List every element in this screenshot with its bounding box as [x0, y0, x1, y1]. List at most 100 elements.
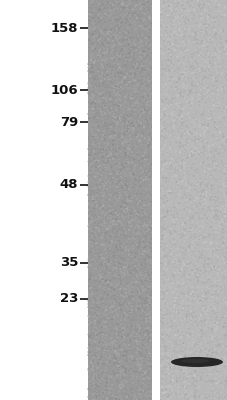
Point	[214, 6, 217, 13]
Point	[167, 12, 171, 18]
Point	[136, 75, 139, 82]
Point	[180, 124, 183, 130]
Point	[180, 336, 184, 342]
Point	[183, 128, 186, 134]
Point	[147, 231, 150, 238]
Point	[188, 197, 191, 203]
Point	[109, 294, 112, 301]
Point	[136, 158, 140, 164]
Point	[191, 114, 195, 120]
Point	[129, 360, 133, 366]
Point	[135, 61, 138, 67]
Point	[111, 368, 114, 374]
Point	[129, 102, 133, 108]
Point	[86, 337, 90, 344]
Point	[140, 387, 143, 394]
Point	[184, 311, 187, 318]
Point	[123, 253, 127, 260]
Point	[198, 390, 202, 396]
Point	[121, 238, 124, 244]
Point	[161, 305, 165, 312]
Point	[89, 69, 92, 76]
Point	[139, 15, 142, 22]
Point	[148, 110, 151, 116]
Point	[174, 211, 178, 218]
Point	[197, 133, 200, 140]
Point	[143, 106, 146, 112]
Point	[171, 238, 175, 245]
Point	[87, 174, 90, 181]
Point	[147, 258, 151, 265]
Point	[205, 255, 209, 262]
Point	[87, 130, 90, 136]
Point	[136, 118, 140, 124]
Point	[91, 138, 95, 145]
Point	[124, 274, 128, 281]
Point	[126, 97, 129, 104]
Point	[162, 158, 166, 164]
Point	[101, 368, 104, 374]
Point	[117, 254, 121, 261]
Point	[186, 56, 189, 63]
Point	[106, 103, 110, 109]
Point	[184, 211, 188, 217]
Point	[107, 354, 111, 361]
Point	[218, 162, 222, 169]
Point	[165, 131, 168, 138]
Point	[200, 268, 203, 275]
Point	[109, 146, 112, 153]
Point	[146, 204, 149, 210]
Point	[219, 98, 223, 104]
Point	[108, 120, 111, 127]
Point	[148, 377, 151, 384]
Point	[121, 324, 125, 330]
Point	[183, 199, 187, 206]
Point	[86, 277, 90, 283]
Point	[115, 64, 119, 70]
Point	[88, 301, 91, 308]
Point	[197, 146, 201, 152]
Point	[222, 289, 225, 296]
Point	[202, 246, 206, 252]
Point	[199, 232, 203, 239]
Point	[213, 359, 217, 365]
Point	[143, 211, 146, 217]
Point	[220, 148, 224, 154]
Point	[125, 239, 128, 246]
Point	[88, 274, 92, 280]
Point	[122, 204, 126, 210]
Point	[115, 74, 119, 80]
Point	[111, 241, 115, 248]
Point	[141, 283, 144, 289]
Point	[215, 78, 219, 84]
Point	[160, 296, 163, 302]
Point	[217, 168, 220, 174]
Point	[86, 289, 90, 296]
Point	[169, 68, 173, 74]
Point	[200, 266, 203, 273]
Point	[113, 142, 117, 148]
Point	[207, 72, 210, 79]
Point	[159, 325, 163, 332]
Point	[89, 249, 93, 255]
Point	[185, 193, 189, 199]
Point	[142, 370, 146, 376]
Point	[129, 267, 132, 274]
Point	[193, 361, 197, 367]
Point	[92, 377, 96, 384]
Point	[138, 254, 141, 260]
Point	[182, 53, 185, 60]
Point	[129, 93, 133, 99]
Point	[213, 254, 217, 261]
Point	[106, 43, 110, 50]
Point	[132, 335, 136, 342]
Point	[192, 342, 196, 348]
Point	[193, 167, 197, 174]
Point	[213, 266, 217, 273]
Point	[195, 216, 198, 222]
Point	[102, 304, 106, 310]
Point	[92, 201, 96, 208]
Point	[222, 78, 225, 85]
Point	[215, 245, 218, 252]
Point	[183, 135, 186, 141]
